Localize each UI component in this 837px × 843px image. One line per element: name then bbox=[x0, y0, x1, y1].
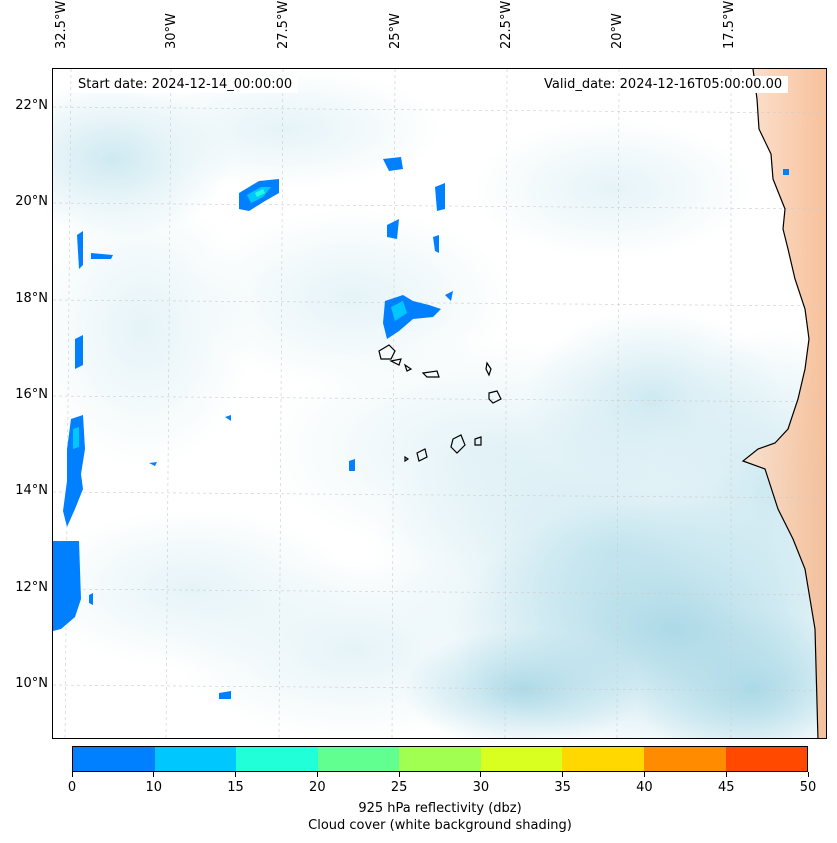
graticule bbox=[53, 69, 826, 738]
lat-label-10n: 10°N bbox=[15, 676, 48, 691]
colorbar-tick-label: 30 bbox=[472, 780, 490, 795]
colorbar-tick-mark bbox=[316, 772, 318, 777]
lon-label-32-5w: 32.5°W bbox=[54, 0, 69, 49]
colorbar-tick-label: 35 bbox=[554, 780, 571, 795]
colorbar-tick-label: 25 bbox=[390, 780, 408, 795]
map-panel bbox=[52, 68, 827, 739]
cloud-cover-shading bbox=[53, 69, 826, 738]
colorbar-segment bbox=[562, 747, 644, 771]
lon-label-22-5w: 22.5°W bbox=[499, 0, 514, 49]
africa-landmass bbox=[743, 69, 826, 738]
coastline bbox=[741, 69, 819, 738]
colorbar-tick-label: 45 bbox=[717, 780, 735, 795]
cape-verde-islands bbox=[378, 344, 502, 463]
colorbar-tick-label: 40 bbox=[636, 780, 653, 795]
reflectivity-colorbar bbox=[72, 746, 808, 772]
colorbar-tick-mark bbox=[153, 772, 155, 777]
colorbar-tick-mark bbox=[235, 772, 237, 777]
colorbar-tick-mark bbox=[643, 772, 645, 777]
lon-label-17-5w: 17.5°W bbox=[722, 0, 737, 49]
colorbar-tick-label: 10 bbox=[145, 780, 163, 795]
colorbar-segment bbox=[317, 747, 400, 771]
colorbar-tick-label: 50 bbox=[799, 780, 817, 795]
lat-label-20n: 20°N bbox=[15, 194, 48, 209]
colorbar-segment bbox=[236, 747, 318, 771]
lon-label-30w: 30°W bbox=[164, 13, 179, 49]
valid-date-label: Valid_date: 2024-12-16T05:00:00.00 bbox=[538, 76, 789, 93]
colorbar-tick-mark bbox=[562, 772, 564, 777]
reflectivity-peak bbox=[255, 189, 265, 197]
colorbar-segment bbox=[73, 747, 155, 771]
lat-label-14n: 14°N bbox=[15, 483, 48, 498]
colorbar-tick-mark bbox=[480, 772, 482, 777]
lon-label-20w: 20°W bbox=[610, 13, 625, 49]
colorbar-segment bbox=[154, 747, 237, 771]
colorbar-tick-label: 15 bbox=[227, 780, 244, 795]
colorbar-segment bbox=[399, 747, 481, 771]
lat-label-18n: 18°N bbox=[15, 291, 48, 306]
colorbar-tick-label: 0 bbox=[67, 780, 77, 795]
colorbar-tick-mark bbox=[398, 772, 400, 777]
colorbar-tick-mark bbox=[807, 772, 809, 777]
start-date-label: Start date: 2024-12-14_00:00:00 bbox=[72, 76, 299, 93]
lat-label-16n: 16°N bbox=[15, 387, 48, 402]
colorbar-segment bbox=[643, 747, 726, 771]
colorbar-tick-mark bbox=[71, 772, 73, 777]
reflectivity-patches bbox=[53, 157, 789, 699]
map-canvas bbox=[53, 69, 826, 738]
colorbar-segment bbox=[725, 747, 808, 771]
lon-label-25w: 25°W bbox=[388, 13, 403, 49]
colorbar-segment bbox=[480, 747, 563, 771]
lon-label-27-5w: 27.5°W bbox=[276, 0, 291, 49]
lat-label-22n: 22°N bbox=[15, 98, 48, 113]
lat-label-12n: 12°N bbox=[15, 580, 48, 595]
colorbar-tick-label: 20 bbox=[309, 780, 326, 795]
colorbar-tick-mark bbox=[725, 772, 727, 777]
colorbar-subtitle: Cloud cover (white background shading) bbox=[308, 818, 572, 833]
colorbar-title: 925 hPa reflectivity (dbz) bbox=[358, 801, 522, 816]
